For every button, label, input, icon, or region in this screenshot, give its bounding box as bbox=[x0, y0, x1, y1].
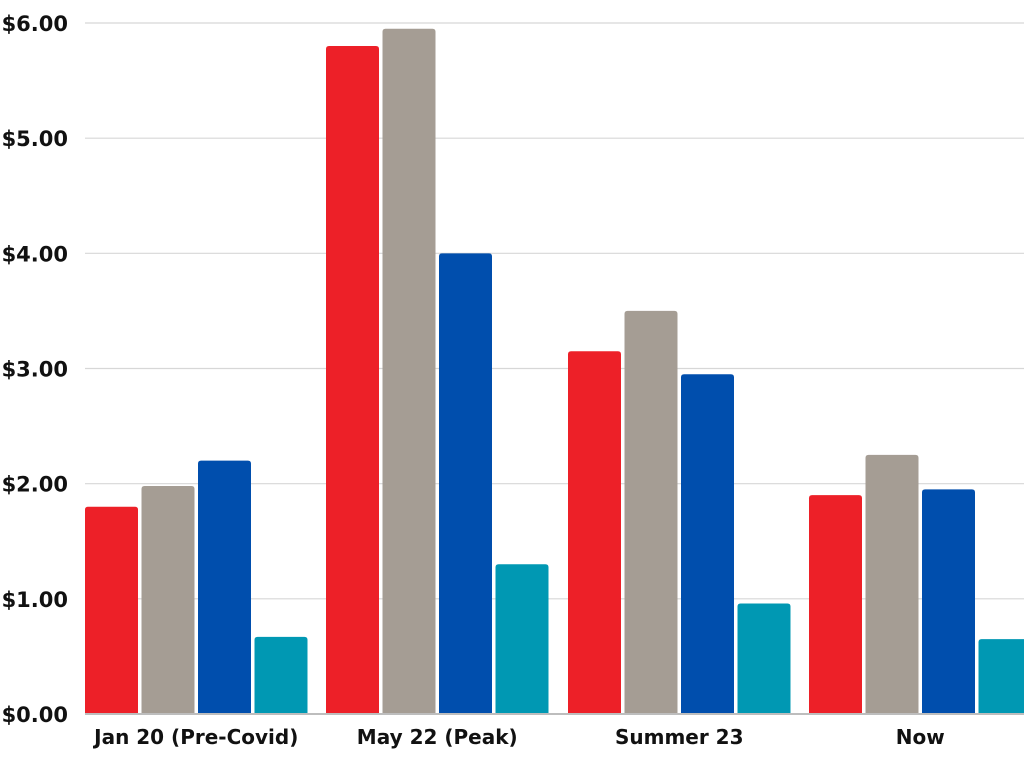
bar bbox=[439, 253, 492, 715]
y-tick-label: $3.00 bbox=[2, 358, 68, 382]
bars bbox=[85, 28, 1024, 715]
y-tick-label: $0.00 bbox=[2, 703, 68, 727]
bar-group bbox=[809, 454, 1024, 714]
bar bbox=[737, 603, 791, 714]
bar bbox=[978, 639, 1024, 714]
y-tick-label: $6.00 bbox=[2, 12, 68, 36]
bar bbox=[198, 460, 251, 714]
y-tick-label: $2.00 bbox=[2, 473, 68, 497]
x-axis-category-labels: Jan 20 (Pre-Covid) May 22 (Peak) Summer 23… bbox=[92, 725, 945, 749]
x-category-label: Now bbox=[896, 725, 945, 749]
bar bbox=[809, 495, 862, 714]
bar bbox=[681, 374, 734, 714]
bar bbox=[382, 28, 436, 714]
x-category-label: Summer 23 bbox=[615, 725, 744, 749]
bar bbox=[865, 454, 919, 714]
y-axis-tick-labels: $0.00 $1.00 $2.00 $3.00 $4.00 $5.00 $6.00 bbox=[2, 12, 68, 727]
bar-group bbox=[568, 310, 791, 714]
x-category-label: May 22 (Peak) bbox=[357, 725, 518, 749]
y-tick-label: $5.00 bbox=[2, 127, 68, 151]
bar bbox=[326, 46, 379, 715]
bar bbox=[922, 489, 975, 714]
x-category-label: Jan 20 (Pre-Covid) bbox=[92, 725, 298, 749]
bar-group bbox=[85, 460, 308, 714]
bar bbox=[624, 310, 678, 714]
y-tick-label: $4.00 bbox=[2, 242, 68, 266]
bar bbox=[254, 636, 308, 714]
bar-group bbox=[326, 28, 549, 715]
bar bbox=[141, 485, 195, 714]
y-tick-label: $1.00 bbox=[2, 588, 68, 612]
bar bbox=[495, 564, 549, 714]
bar bbox=[568, 351, 621, 714]
bar bbox=[85, 506, 138, 714]
